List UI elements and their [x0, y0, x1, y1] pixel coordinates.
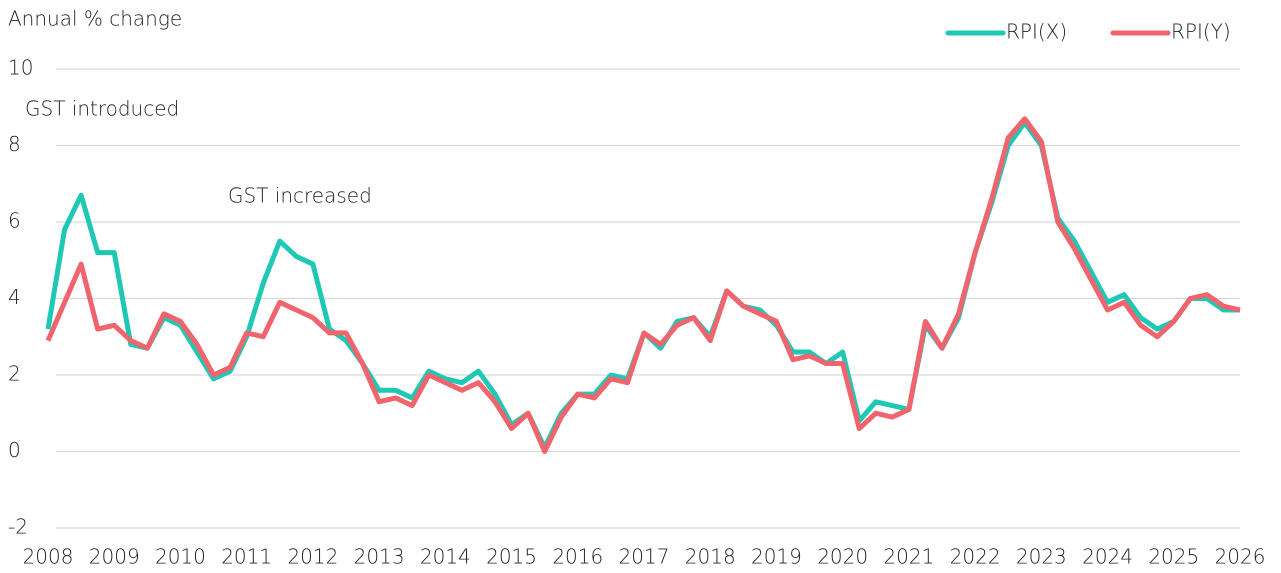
x-tick-label: 2025: [1148, 545, 1199, 569]
x-tick-label: 2016: [552, 545, 603, 569]
x-tick-label: 2008: [23, 545, 74, 569]
x-tick-label: 2022: [950, 545, 1001, 569]
y-tick-label: 8: [8, 132, 21, 156]
x-tick-label: 2023: [1016, 545, 1067, 569]
x-tick-label: 2026: [1215, 545, 1266, 569]
annotation: GST introduced: [25, 97, 179, 121]
x-tick-label: 2024: [1082, 545, 1133, 569]
x-tick-label: 2019: [751, 545, 802, 569]
annotation: GST increased: [228, 184, 372, 208]
x-tick-label: 2021: [883, 545, 934, 569]
series-line: [45, 116, 1241, 454]
x-tick-label: 2009: [89, 545, 140, 569]
y-tick-label: 6: [8, 209, 21, 233]
x-tick-label: 2015: [486, 545, 537, 569]
y-tick-label: 2: [8, 362, 21, 386]
y-tick-label: 10: [8, 56, 33, 80]
x-tick-label: 2010: [155, 545, 206, 569]
y-tick-label: 0: [8, 438, 21, 462]
series-line: [45, 120, 1240, 451]
x-tick-label: 2017: [619, 545, 670, 569]
x-tick-label: 2014: [420, 545, 471, 569]
y-tick-label: 4: [8, 285, 21, 309]
legend-label: RPI(Y): [1171, 20, 1231, 44]
legend-label: RPI(X): [1006, 20, 1067, 44]
x-tick-label: 2020: [817, 545, 868, 569]
y-tick-label: -2: [8, 515, 28, 539]
x-tick-label: 2013: [354, 545, 405, 569]
y-axis-label: Annual % change: [8, 7, 182, 31]
x-tick-label: 2018: [685, 545, 736, 569]
x-tick-label: 2012: [287, 545, 338, 569]
x-tick-label: 2011: [221, 545, 272, 569]
